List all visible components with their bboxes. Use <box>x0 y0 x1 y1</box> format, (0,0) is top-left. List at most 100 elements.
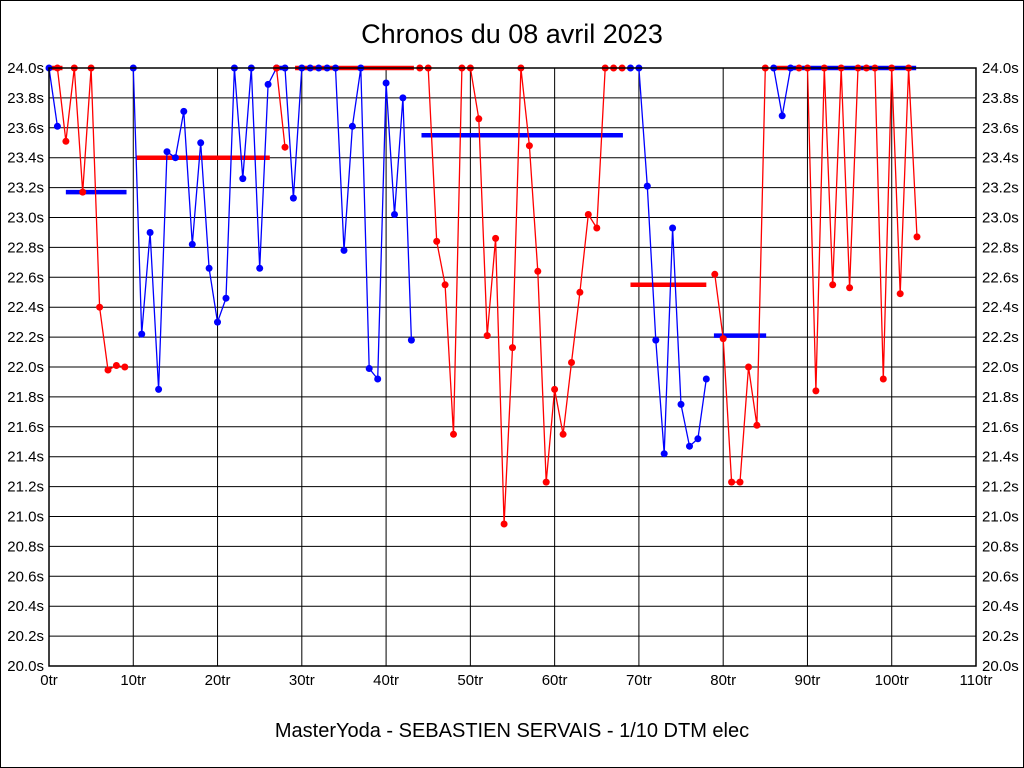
data-point-blue <box>222 294 230 302</box>
y-tick-label-right: 20.4s <box>982 598 1019 615</box>
series-line-red <box>714 67 766 483</box>
data-point-red <box>745 363 752 371</box>
data-point-red <box>551 385 559 393</box>
data-point-blue <box>686 442 693 450</box>
data-point-red <box>441 281 449 289</box>
plot-frame <box>48 67 977 667</box>
data-point-blue <box>146 229 154 236</box>
chart-title: Chronos du 08 avril 2023 <box>361 19 663 49</box>
y-tick-label-right: 21.2s <box>982 479 1019 496</box>
data-point-red <box>568 359 575 366</box>
data-point-blue <box>669 224 677 232</box>
x-tick-label: 60tr <box>542 672 568 689</box>
data-point-blue <box>264 80 272 88</box>
data-point-blue <box>205 264 213 272</box>
x-tick-label: 80tr <box>710 672 736 689</box>
y-tick-label-left: 23.8s <box>7 90 44 107</box>
data-point-red <box>559 430 567 438</box>
series-line-red <box>799 67 918 391</box>
data-point-blue <box>652 336 660 344</box>
series-line-blue <box>630 67 707 454</box>
data-point-red <box>96 303 104 311</box>
y-tick-label-left: 21.8s <box>7 389 44 406</box>
data-point-red <box>753 421 761 429</box>
data-point-blue <box>399 94 407 102</box>
data-point-red <box>719 335 727 343</box>
y-tick-label-right: 20.2s <box>982 628 1019 645</box>
data-point-red <box>593 224 601 232</box>
y-tick-label-left: 20.0s <box>7 658 44 675</box>
data-point-blue <box>256 264 264 272</box>
data-point-red <box>879 375 887 383</box>
data-point-red <box>104 366 112 374</box>
data-point-red <box>112 362 120 369</box>
y-tick-label-right: 23.8s <box>982 90 1019 107</box>
data-point-red <box>913 233 921 241</box>
data-point-red <box>121 363 129 371</box>
y-tick-label-left: 22.0s <box>7 359 44 376</box>
y-tick-label-right: 21.6s <box>982 419 1019 436</box>
data-point-red <box>576 288 584 296</box>
data-point-red <box>475 115 483 123</box>
data-point-red <box>896 290 904 298</box>
y-tick-label-left: 22.6s <box>7 269 44 286</box>
data-point-red <box>711 270 719 278</box>
y-tick-label-left: 23.0s <box>7 210 44 227</box>
x-tick-label: 0tr <box>40 672 58 689</box>
x-tick-label: 100tr <box>875 672 909 689</box>
data-point-blue <box>660 450 668 458</box>
y-tick-label-right: 20.8s <box>982 538 1019 555</box>
data-point-red <box>492 234 500 242</box>
x-tick-label: 20tr <box>205 672 231 689</box>
y-tick-label-right: 22.8s <box>982 239 1019 256</box>
y-tick-label-right: 24.0s <box>982 60 1019 77</box>
data-point-blue <box>163 148 171 156</box>
y-tick-label-left: 22.8s <box>7 239 44 256</box>
data-point-red <box>500 520 508 528</box>
x-tick-label: 70tr <box>626 672 652 689</box>
data-point-blue <box>702 375 710 383</box>
y-tick-label-right: 23.4s <box>982 150 1019 167</box>
y-tick-label-left: 23.6s <box>7 120 44 137</box>
data-point-blue <box>374 375 382 383</box>
y-tick-label-right: 20.0s <box>982 658 1019 675</box>
data-point-red <box>79 188 87 196</box>
y-tick-label-right: 21.0s <box>982 509 1019 526</box>
y-tick-label-left: 20.6s <box>7 568 44 585</box>
y-tick-label-left: 23.4s <box>7 150 44 167</box>
series-line-blue <box>773 67 792 116</box>
y-tick-label-left: 20.4s <box>7 598 44 615</box>
plot-border <box>48 67 977 667</box>
series-line-blue <box>48 67 59 127</box>
data-point-red <box>736 478 744 486</box>
data-point-blue <box>694 435 702 443</box>
data-point-blue <box>382 79 390 87</box>
data-point-red <box>812 387 820 395</box>
y-tick-label-right: 23.0s <box>982 210 1019 227</box>
data-point-blue <box>197 139 205 147</box>
x-tick-label: 90tr <box>795 672 821 689</box>
data-point-red <box>542 478 550 486</box>
y-tick-label-right: 20.6s <box>982 568 1019 585</box>
data-point-red <box>534 267 542 275</box>
chart-subtitle: MasterYoda - SEBASTIEN SERVAIS - 1/10 DT… <box>274 720 750 742</box>
data-point-blue <box>643 182 651 190</box>
y-tick-label-right: 22.2s <box>982 329 1019 346</box>
data-point-blue <box>677 400 685 408</box>
y-tick-label-left: 22.2s <box>7 329 44 346</box>
y-tick-label-right: 22.0s <box>982 359 1019 376</box>
data-point-blue <box>340 246 348 254</box>
x-tick-label: 110tr <box>959 672 992 689</box>
data-point-blue <box>171 154 179 162</box>
x-tick-label: 50tr <box>457 672 483 689</box>
y-tick-label-left: 20.2s <box>7 628 44 645</box>
series-line-blue <box>132 67 413 390</box>
data-point-blue <box>348 122 356 130</box>
y-tick-label-left: 21.0s <box>7 509 44 526</box>
y-tick-label-left: 21.6s <box>7 419 44 436</box>
data-point-blue <box>53 122 61 130</box>
data-point-red <box>433 237 441 245</box>
data-point-blue <box>138 330 146 338</box>
